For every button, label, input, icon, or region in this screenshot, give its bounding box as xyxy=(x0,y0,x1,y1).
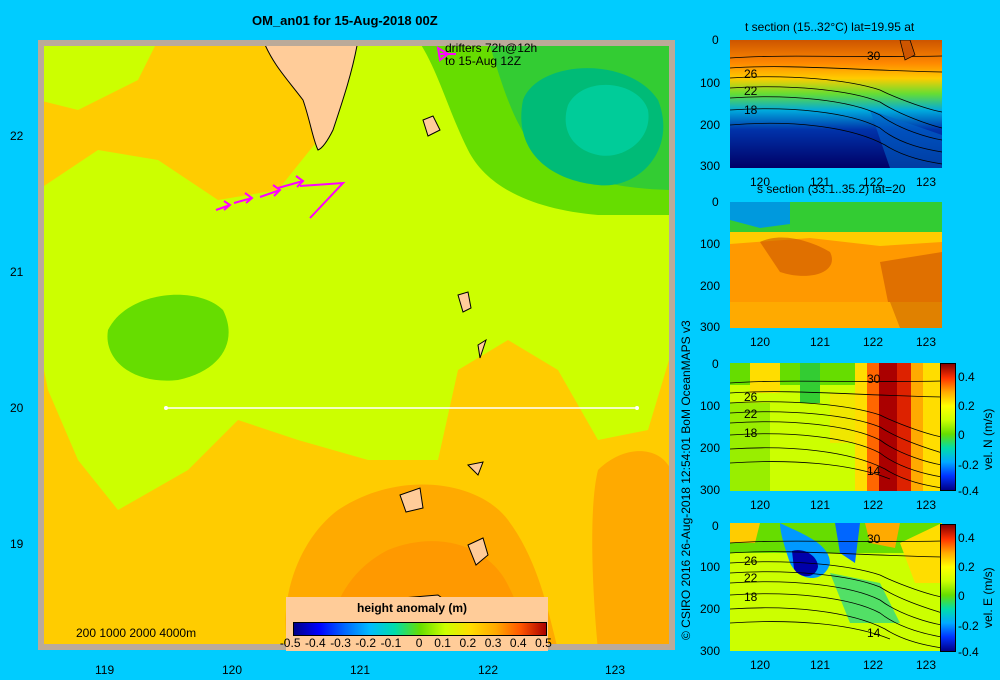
contour-label: 26 xyxy=(744,390,758,404)
colorbar-tick: -0.1 xyxy=(380,636,402,650)
ve-ytick: 100 xyxy=(700,560,721,574)
colorbar-tick: 0.2 xyxy=(459,636,477,650)
vel-n-cbtick: 0.4 xyxy=(958,370,975,384)
s-xtick: 121 xyxy=(810,335,831,349)
colorbar-tick: 0 xyxy=(415,636,423,650)
map-title: OM_an01 for 15-Aug-2018 00Z xyxy=(252,13,438,28)
height-anomaly-map xyxy=(38,40,675,650)
contour-label: 26 xyxy=(744,67,758,81)
vel-n-label: vel. N (m/s) xyxy=(981,408,995,470)
colorbar-tick: -0.3 xyxy=(330,636,351,650)
ve-xtick: 120 xyxy=(750,658,771,672)
vn-xtick: 123 xyxy=(916,498,937,512)
ve-xtick: 123 xyxy=(916,658,937,672)
vel-e-label: vel. E (m/s) xyxy=(981,567,995,628)
vel-n-cbtick: 0.2 xyxy=(958,399,975,413)
vn-xtick: 121 xyxy=(810,498,831,512)
contour-label: 18 xyxy=(744,103,758,117)
s-ytick: 300 xyxy=(700,320,721,334)
s-ytick: 0 xyxy=(712,195,719,209)
vel-e-cbtick: -0.4 xyxy=(958,645,979,659)
map-xtick: 123 xyxy=(605,663,626,677)
contour-label: 18 xyxy=(744,426,758,440)
colorbar-tick: 0.1 xyxy=(434,636,451,650)
vn-xtick: 120 xyxy=(750,498,771,512)
t-xtick: 122 xyxy=(863,175,884,189)
s-ytick: 200 xyxy=(700,279,721,293)
vn-xtick: 122 xyxy=(863,498,884,512)
vel-e-cbtick: 0.2 xyxy=(958,560,975,574)
contour-label: 30 xyxy=(867,532,881,546)
t-xtick: 120 xyxy=(750,175,771,189)
s-xtick: 120 xyxy=(750,335,771,349)
t-section-panel: 30 26 22 18 xyxy=(730,40,942,168)
taiwan-land xyxy=(265,46,358,151)
s-ytick: 100 xyxy=(700,237,721,251)
t-xtick: 123 xyxy=(916,175,937,189)
vel-n-cbtick: -0.4 xyxy=(958,484,979,498)
drifter-tracks xyxy=(215,46,456,219)
drifter-annotation-2: to 15-Aug 12Z xyxy=(445,54,522,68)
t-section-title: t section (15..32°C) lat=19.95 at xyxy=(745,20,915,34)
contour-label: 18 xyxy=(744,590,758,604)
drifter-annotation: drifters 72h@12h xyxy=(445,41,538,55)
vel-n-cbtick: -0.2 xyxy=(958,458,979,472)
map-xtick: 119 xyxy=(95,663,115,677)
vel-n-cbtick: 0 xyxy=(958,428,965,442)
contour-label: 22 xyxy=(744,571,758,585)
vel-e-cbtick: 0.4 xyxy=(958,531,975,545)
map-ytick: 21 xyxy=(10,265,24,279)
vel-e-cbtick: 0 xyxy=(958,589,965,603)
colorbar-ticks: -0.5 -0.4 -0.3 -0.2 -0.1 0 0.1 0.2 0.3 0.4 0.5 xyxy=(280,636,552,651)
contour-label: 14 xyxy=(867,626,881,640)
vn-ytick: 0 xyxy=(712,357,719,371)
vn-ytick: 100 xyxy=(700,399,721,413)
map-xtick: 122 xyxy=(478,663,499,677)
vel-n-panel: 30 26 22 18 14 xyxy=(730,363,942,491)
map-ytick: 20 xyxy=(10,401,24,415)
map-xtick: 120 xyxy=(222,663,243,677)
contour-label: 30 xyxy=(867,372,881,386)
ve-xtick: 122 xyxy=(863,658,884,672)
contour-label: 26 xyxy=(744,554,758,568)
colorbar-tick: 0.4 xyxy=(509,636,527,650)
s-section-title: s section (33.1..35.2) lat=20 xyxy=(757,182,906,196)
colorbar-tick: 0.3 xyxy=(484,636,502,650)
colorbar-tick: -0.5 xyxy=(279,636,301,650)
credit-text: © CSIRO 2016 26-Aug-2018 12:54:01 BoM Oc… xyxy=(679,320,693,640)
ve-ytick: 200 xyxy=(700,602,721,616)
vel-e-cbtick: -0.2 xyxy=(958,619,979,633)
map-ytick: 19 xyxy=(10,537,24,551)
s-xtick: 122 xyxy=(863,335,884,349)
height-anomaly-colorbar xyxy=(293,622,547,636)
vel-e-colorbar xyxy=(940,524,956,652)
vn-ytick: 300 xyxy=(700,483,721,497)
vn-ytick: 200 xyxy=(700,441,721,455)
depth-legend: 200 1000 2000 4000m xyxy=(76,626,197,640)
t-ytick: 200 xyxy=(700,118,721,132)
contour-label: 30 xyxy=(867,49,881,63)
t-ytick: 0 xyxy=(712,33,719,47)
map-ytick: 22 xyxy=(10,129,24,143)
contour-label: 14 xyxy=(867,464,881,478)
t-xtick: 121 xyxy=(810,175,831,189)
colorbar-label: height anomaly (m) xyxy=(357,601,468,615)
ve-ytick: 300 xyxy=(700,644,721,658)
s-section-panel xyxy=(730,202,942,328)
contour-label: 22 xyxy=(744,407,758,421)
ve-xtick: 121 xyxy=(810,658,831,672)
t-ytick: 300 xyxy=(700,159,721,173)
ve-ytick: 0 xyxy=(712,519,719,533)
contour-label: 22 xyxy=(744,84,758,98)
colorbar-tick: 0.5 xyxy=(535,636,552,650)
vel-n-colorbar xyxy=(940,363,956,491)
colorbar-tick: -0.2 xyxy=(355,636,377,650)
vel-e-panel: 30 26 22 18 14 xyxy=(730,523,942,651)
t-ytick: 100 xyxy=(700,76,721,90)
s-xtick: 123 xyxy=(916,335,937,349)
map-xtick: 121 xyxy=(350,663,371,677)
colorbar-tick: -0.4 xyxy=(305,636,326,650)
